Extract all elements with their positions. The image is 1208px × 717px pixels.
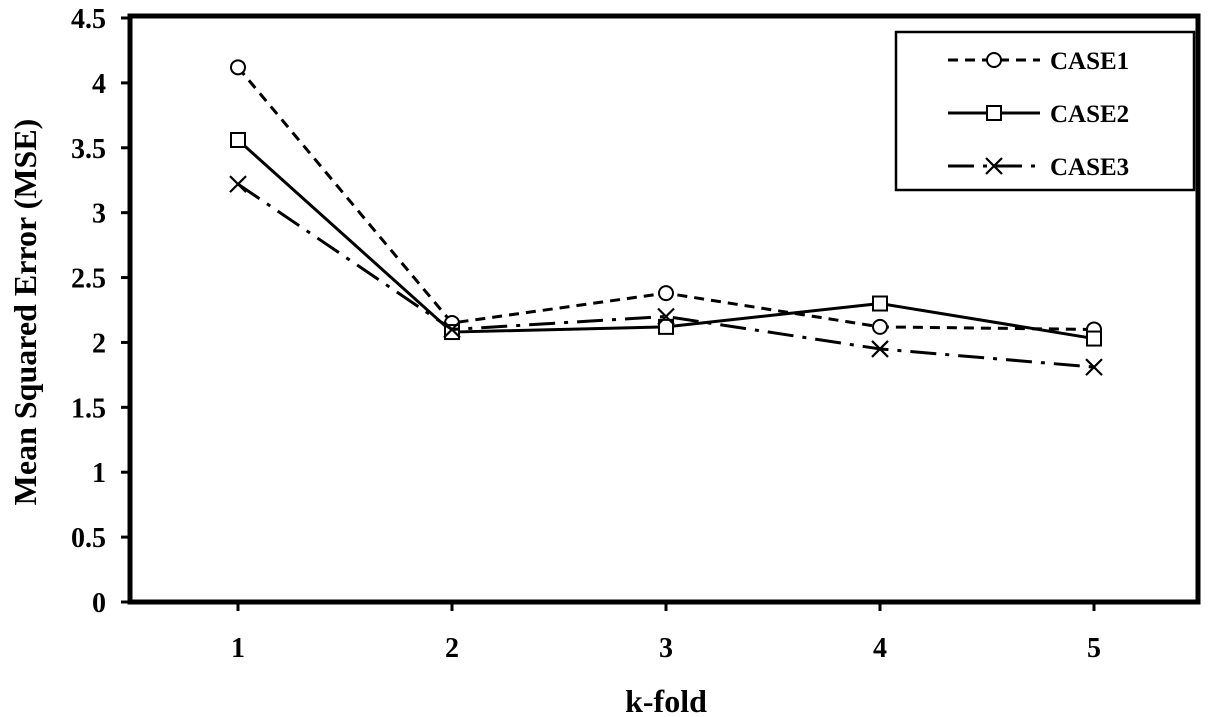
data-point-circle bbox=[658, 285, 674, 302]
data-point-x bbox=[1085, 358, 1103, 376]
x-tick-label: 3 bbox=[659, 633, 673, 664]
data-point-square bbox=[1086, 330, 1102, 347]
legend-box bbox=[894, 30, 1196, 192]
data-point-square bbox=[872, 295, 888, 312]
y-tick-label: 0.5 bbox=[71, 523, 106, 554]
x-tick-label: 4 bbox=[873, 633, 887, 664]
data-point-x bbox=[443, 320, 461, 339]
legend: CASE1 CASE2 CASE3 bbox=[894, 30, 1196, 192]
x-axis: 1 2 3 4 5 bbox=[231, 602, 1101, 664]
data-point-circle bbox=[872, 318, 888, 335]
y-axis-title: Mean Squared Error (MSE) bbox=[7, 119, 43, 506]
legend-marker-circle bbox=[986, 52, 1002, 68]
y-tick-label: 2.5 bbox=[71, 264, 106, 295]
legend-label: CASE2 bbox=[1050, 101, 1129, 128]
series-case2 bbox=[230, 131, 1102, 347]
y-tick-label: 1 bbox=[92, 458, 106, 489]
y-tick-label: 3.5 bbox=[71, 134, 106, 165]
y-tick-label: 4 bbox=[92, 69, 106, 100]
y-axis: 0 0.5 1 1.5 2 2.5 3 3.5 4 4.5 bbox=[71, 4, 130, 619]
legend-label: CASE3 bbox=[1050, 154, 1129, 181]
series-layer bbox=[229, 59, 1103, 376]
y-tick-label: 3 bbox=[92, 199, 106, 230]
y-tick-label: 1.5 bbox=[71, 393, 106, 424]
legend-marker-square bbox=[986, 105, 1002, 121]
x-tick-label: 5 bbox=[1087, 633, 1101, 664]
y-tick-label: 0 bbox=[92, 588, 106, 619]
x-tick-label: 2 bbox=[445, 633, 459, 664]
plot-frame bbox=[127, 13, 1201, 605]
x-tick-label: 1 bbox=[231, 633, 245, 664]
data-point-circle bbox=[230, 59, 246, 76]
x-axis-title: k-fold bbox=[625, 683, 707, 717]
y-tick-label: 2 bbox=[92, 328, 106, 359]
data-point-x bbox=[871, 340, 889, 358]
y-tick-label: 4.5 bbox=[71, 4, 106, 35]
series-case3 bbox=[229, 175, 1103, 376]
legend-label: CASE1 bbox=[1050, 48, 1129, 75]
legend-marker-x bbox=[985, 157, 1003, 175]
data-point-x bbox=[229, 175, 247, 193]
series-line bbox=[237, 182, 1095, 369]
data-point-x bbox=[657, 307, 675, 326]
data-point-square bbox=[230, 131, 246, 148]
data-point-square bbox=[658, 318, 674, 335]
